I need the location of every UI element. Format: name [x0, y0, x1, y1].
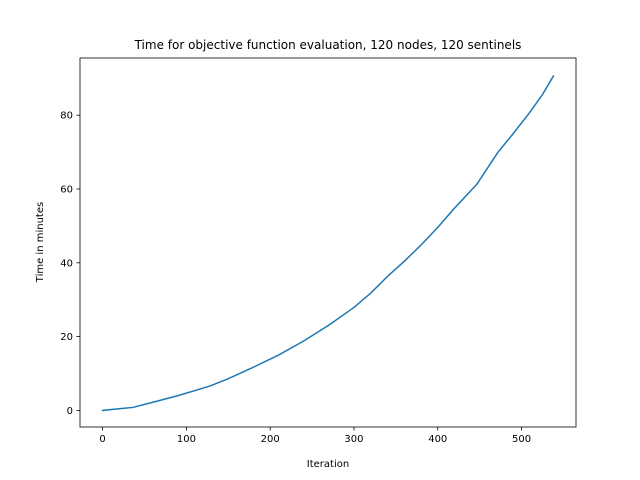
y-axis: 0 20 40 60 80: [60, 111, 80, 417]
y-tick-label: 0: [67, 406, 73, 417]
x-tick-label: 500: [512, 434, 531, 445]
x-tick-label: 100: [177, 434, 196, 445]
x-tick-label: 400: [428, 434, 447, 445]
series-line-0: [101, 75, 555, 412]
y-tick-label: 60: [60, 184, 73, 195]
x-tick-label: 200: [261, 434, 280, 445]
x-tick-label: 0: [99, 434, 105, 445]
y-tick-label: 20: [60, 332, 73, 343]
y-axis-label: Time in minutes: [35, 202, 46, 283]
y-tick-label: 40: [60, 258, 73, 269]
plot-area: [79, 57, 577, 428]
x-axis: 0 100 200 300 400 500: [99, 427, 531, 445]
axes-frame: [79, 57, 577, 428]
x-tick-label: 300: [344, 434, 363, 445]
x-axis-label: Iteration: [307, 459, 349, 470]
y-tick-label: 80: [60, 111, 73, 122]
chart-title: Time for objective function evaluation, …: [134, 38, 522, 52]
